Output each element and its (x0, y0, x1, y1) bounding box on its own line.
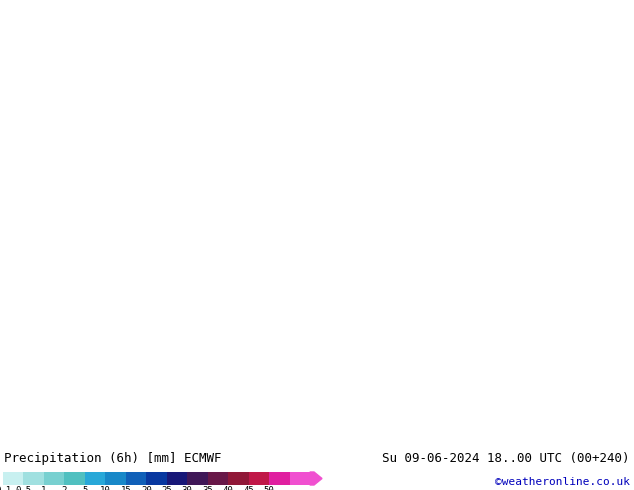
Bar (23, 472, 44, 485)
Bar (65, 472, 85, 485)
Text: 50: 50 (264, 486, 275, 490)
Text: 0.5: 0.5 (15, 486, 32, 490)
Bar (85, 472, 105, 485)
Text: 10: 10 (100, 486, 111, 490)
Bar (3, 472, 23, 485)
Text: 1: 1 (41, 486, 47, 490)
Bar (269, 472, 290, 485)
Text: 30: 30 (182, 486, 193, 490)
Bar (167, 472, 187, 485)
Bar (249, 472, 269, 485)
Text: 20: 20 (141, 486, 152, 490)
Text: 15: 15 (120, 486, 131, 490)
Bar (105, 472, 126, 485)
Text: 40: 40 (223, 486, 233, 490)
Bar (187, 472, 208, 485)
Text: 45: 45 (243, 486, 254, 490)
Text: 2: 2 (61, 486, 67, 490)
Text: ©weatheronline.co.uk: ©weatheronline.co.uk (495, 477, 630, 487)
Text: 0.1: 0.1 (0, 486, 11, 490)
Text: 25: 25 (162, 486, 172, 490)
Bar (126, 472, 146, 485)
Bar (146, 472, 167, 485)
Text: Su 09-06-2024 18..00 UTC (00+240): Su 09-06-2024 18..00 UTC (00+240) (382, 452, 630, 465)
Bar (290, 472, 310, 485)
Bar (228, 472, 249, 485)
Bar (208, 472, 228, 485)
Text: 35: 35 (202, 486, 213, 490)
Text: 5: 5 (82, 486, 87, 490)
Text: Precipitation (6h) [mm] ECMWF: Precipitation (6h) [mm] ECMWF (4, 452, 221, 465)
Bar (44, 472, 65, 485)
FancyArrow shape (310, 472, 322, 485)
